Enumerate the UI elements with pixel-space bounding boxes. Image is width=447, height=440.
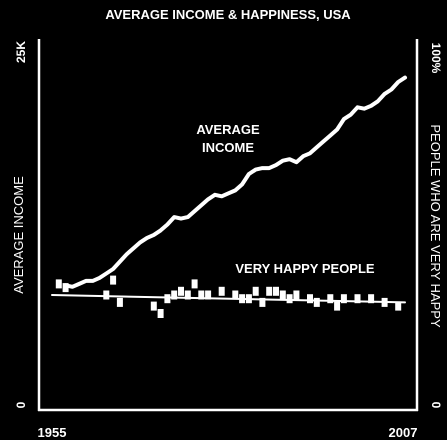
happy-marker-2006 [395, 301, 402, 311]
happy-marker-1986 [259, 297, 266, 307]
happy-marker-1997 [334, 301, 341, 311]
happy-annotation: VERY HAPPY PEOPLE [235, 261, 375, 276]
happy-marker-1996 [327, 294, 334, 304]
happy-marker-1970 [150, 301, 157, 311]
happy-marker-1976 [191, 279, 198, 289]
right-tick-bottom: 0 [429, 402, 443, 409]
left-axis-title: AVERAGE INCOME [11, 176, 26, 294]
happy-marker-1971 [157, 309, 164, 318]
happy-marker-2000 [354, 294, 361, 304]
happy-marker-1994 [313, 297, 320, 307]
happy-marker-1987 [266, 286, 273, 296]
happy-marker-1975 [184, 290, 191, 300]
plot-area [51, 75, 407, 318]
right-tick-top: 100% [429, 43, 443, 74]
happy-marker-1963 [103, 290, 110, 300]
happy-marker-2002 [368, 294, 375, 304]
happy-marker-1957 [62, 283, 69, 293]
income-annotation-line2: INCOME [202, 140, 254, 155]
happy-marker-1990 [286, 294, 293, 304]
axes [37, 39, 419, 412]
happy-marker-1964 [110, 275, 117, 285]
happy-marker-1974 [178, 286, 184, 296]
happy-marker-1991 [293, 290, 300, 300]
happy-marker-1956 [55, 279, 62, 289]
chart-title: AVERAGE INCOME & HAPPINESS, USA [105, 7, 351, 22]
x-tick-start: 1955 [38, 425, 67, 440]
happy-marker-1989 [279, 290, 286, 300]
happy-trend-line [51, 294, 406, 304]
happy-marker-1998 [340, 294, 347, 304]
income-line [63, 75, 407, 289]
happy-marker-1982 [232, 290, 239, 300]
happy-marker-1978 [205, 290, 212, 300]
happy-marker-1988 [273, 286, 279, 296]
left-tick-top: 25K [14, 41, 28, 63]
happy-marker-1977 [198, 290, 205, 300]
happy-marker-1965 [116, 297, 123, 307]
happy-marker-1985 [252, 286, 259, 296]
income-annotation-line1: AVERAGE [196, 122, 260, 137]
left-tick-bottom: 0 [14, 401, 28, 408]
happy-marker-1980 [218, 286, 225, 296]
happy-marker-1993 [307, 294, 313, 304]
happy-marker-1972 [164, 294, 171, 304]
x-tick-end: 2007 [389, 425, 418, 440]
right-axis-title: PEOPLE WHO ARE VERY HAPPY [428, 124, 443, 328]
happy-marker-1973 [171, 290, 178, 300]
